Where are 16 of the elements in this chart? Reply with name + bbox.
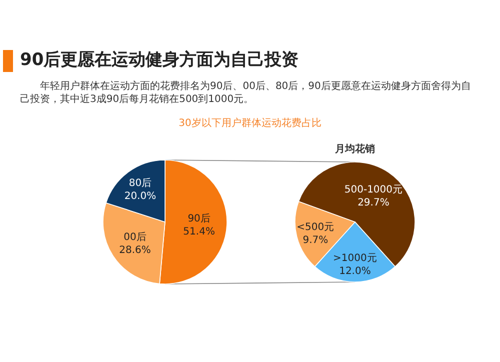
data-label: 51.4%	[183, 226, 215, 238]
slice-label: 00后	[124, 230, 146, 243]
slice-label: 90后	[188, 212, 210, 224]
text: 年轻用户群体在运动方面的花费排名为90后、00后、80后，90后更愿意在运动健身方面舍得为自己投资，其中近3成90后每月花销在500到1000元。	[20, 80, 472, 106]
data-label: 12.0%	[339, 266, 371, 277]
data-label: 20.0%	[124, 190, 156, 202]
chart-title: 月均花销	[334, 143, 375, 155]
data-label: 9.7%	[302, 234, 328, 246]
slice-label: 500-1000元	[344, 184, 403, 196]
slice-label: <500元	[296, 222, 334, 233]
data-label: 29.7%	[358, 198, 390, 209]
text: 30岁以下用户群体运动花费占比	[178, 116, 322, 130]
slice-label: >1000元	[333, 252, 377, 264]
chart-title: 90后更愿在运动健身方面为自己投资	[20, 49, 299, 71]
data-label: 28.6%	[119, 244, 151, 256]
slice-label: 80后	[128, 176, 152, 189]
